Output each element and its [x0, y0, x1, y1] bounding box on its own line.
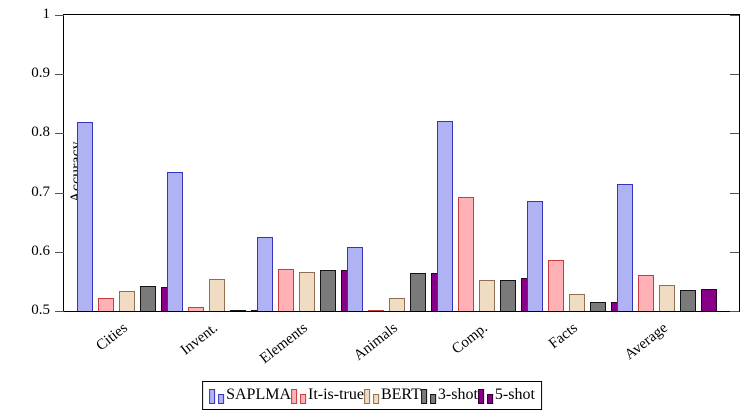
bar-bert-facts [569, 294, 585, 311]
legend-item-5-shot: 5-shot [477, 386, 535, 404]
bar-3-shot-facts [590, 302, 606, 311]
legend-marker-icon [363, 389, 379, 404]
y-tick-label: 0.6 [31, 242, 50, 259]
legend-label: It-is-true [307, 386, 364, 403]
bar-it-is-true-invent [188, 307, 204, 311]
bar-saplma-facts [527, 201, 543, 311]
bar-bert-elements [299, 272, 315, 311]
y-tick-mark-right [730, 133, 739, 135]
legend-marker-icon [290, 389, 306, 404]
plot-area: Accuracy [55, 14, 740, 312]
legend-label: 3-shot [437, 386, 478, 403]
legend-marker-icon [420, 389, 436, 404]
y-tick-label: 1 [42, 6, 51, 22]
y-tick-mark-left [55, 192, 64, 194]
bar-3-shot-cities [140, 286, 156, 311]
y-tick-label: 0.7 [31, 183, 50, 200]
bar-it-is-true-average [638, 275, 654, 311]
y-tick-mark-left [55, 15, 64, 16]
legend-label: 5-shot [494, 386, 535, 403]
y-tick-mark-right [730, 251, 739, 253]
bar-3-shot-average [680, 290, 696, 311]
y-tick-mark-right [730, 15, 739, 16]
bar-bert-cities [119, 291, 135, 311]
y-tick-label: 0.9 [31, 65, 50, 82]
bar-bert-animals [389, 298, 405, 311]
x-category-label: Cities [92, 320, 131, 355]
x-category-label: Average [621, 320, 671, 364]
y-tick-label: 0.5 [31, 302, 50, 318]
legend-item-saplma: SAPLMA [209, 386, 291, 404]
bar-saplma-average [617, 184, 633, 311]
bar-bert-comp [479, 280, 495, 311]
bar-bert-invent [209, 279, 225, 311]
legend-box: SAPLMA It-is-true BERT 3-shot 5-shot [202, 381, 542, 410]
bar-3-shot-animals [410, 273, 426, 311]
bar-it-is-true-comp [458, 197, 474, 311]
bar-it-is-true-cities [98, 298, 114, 311]
bar-5-shot-average [701, 289, 717, 311]
legend-item-3-shot: 3-shot [420, 386, 478, 404]
bar-it-is-true-elements [278, 269, 294, 311]
y-tick-mark-right [730, 192, 739, 194]
bar-3-shot-invent [230, 310, 246, 311]
bar-saplma-cities [77, 122, 93, 311]
legend-item-bert: BERT [363, 386, 421, 404]
y-tick-mark-left [55, 251, 64, 253]
bar-saplma-comp [437, 121, 453, 311]
y-tick-mark-left [55, 311, 64, 312]
bar-saplma-elements [257, 237, 273, 311]
bar-3-shot-elements [320, 270, 336, 311]
y-tick-mark-right [730, 311, 739, 312]
y-tick-mark-right [730, 74, 739, 76]
y-tick-mark-left [55, 74, 64, 76]
y-tick-mark-left [55, 133, 64, 135]
bar-saplma-animals [347, 247, 363, 311]
legend-label: BERT [380, 386, 421, 403]
bar-it-is-true-facts [548, 260, 564, 311]
bar-saplma-invent [167, 172, 183, 311]
y-tick-label: 0.8 [31, 124, 50, 141]
legend-marker-icon [209, 389, 225, 404]
bar-it-is-true-animals [368, 310, 384, 311]
bar-3-shot-comp [500, 280, 516, 311]
legend-label: SAPLMA [226, 386, 291, 403]
legend-marker-icon [477, 389, 493, 404]
legend-item-it-is-true: It-is-true [290, 386, 364, 404]
bar-bert-average [659, 285, 675, 311]
